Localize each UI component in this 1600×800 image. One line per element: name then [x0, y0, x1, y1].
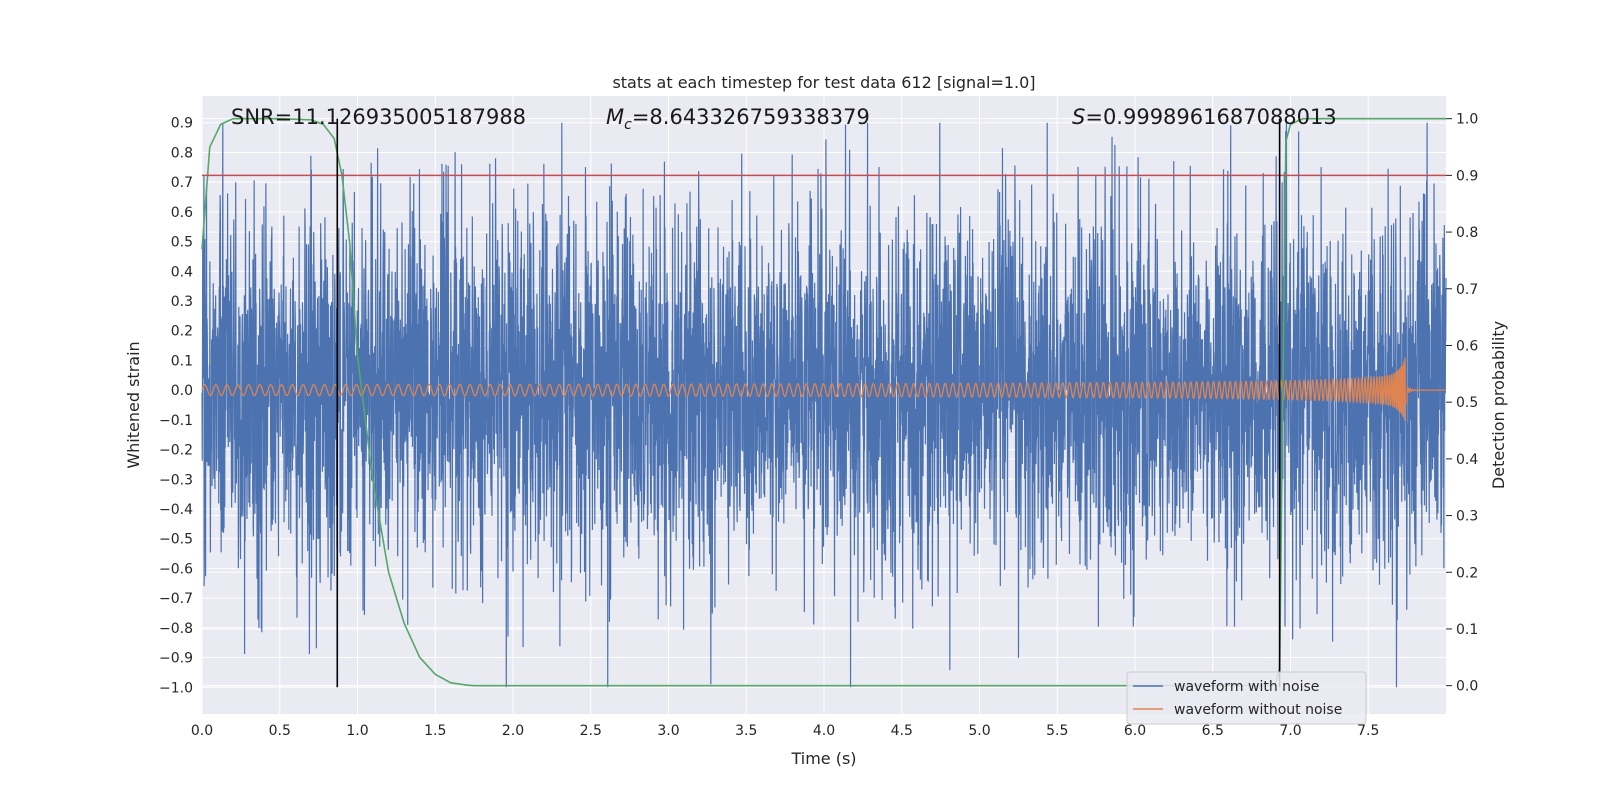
y-tick-label: −0.1: [159, 413, 193, 429]
y-tick-label: 0.5: [171, 235, 193, 251]
y-right-tick-label: 0.0: [1456, 679, 1478, 695]
x-tick-label: 7.0: [1279, 723, 1301, 739]
chirp-mass-subscript: c: [624, 117, 632, 133]
score-value: =0.9998961687088013: [1085, 105, 1336, 129]
y-right-tick-label: 0.4: [1456, 452, 1478, 468]
y-tick-label: −0.2: [159, 443, 193, 459]
y-right-tick-label: 0.2: [1456, 565, 1478, 581]
y-axis-label: Whitened strain: [124, 341, 143, 468]
y-tick-label: −0.3: [159, 472, 193, 488]
y-tick-label: 0.9: [171, 116, 193, 132]
y-axis-right-label: Detection probability: [1489, 321, 1508, 489]
y-tick-label: 0.6: [171, 205, 193, 221]
y-tick-label: −0.8: [159, 621, 193, 637]
score-annotation: S=0.9998961687088013: [1072, 105, 1337, 129]
y-tick-label: 0.3: [171, 294, 193, 310]
x-tick-label: 7.5: [1357, 723, 1379, 739]
tick-labels: 0.0 0.5 1.0 1.5 2.0 2.5 3.0 3.5 4.0 4.5 5.0 5.5 6.0 6…: [159, 112, 1478, 739]
x-tick-label: 5.5: [1046, 723, 1068, 739]
x-tick-label: 0.0: [191, 723, 213, 739]
y-right-tick-label: 0.5: [1456, 395, 1478, 411]
chirp-mass-symbol: M: [606, 105, 624, 129]
y-tick-label: −1.0: [159, 680, 193, 696]
x-tick-label: 1.0: [346, 723, 368, 739]
noise-waveform-line: [201, 122, 1447, 688]
detection-probability-line: [201, 117, 1446, 687]
x-tick-label: 6.5: [1202, 723, 1224, 739]
x-tick-label: 2.0: [502, 723, 524, 739]
snr-annotation: SNR=11.126935005187988: [231, 105, 526, 129]
y-tick-label: 0.4: [171, 264, 193, 280]
legend-box: [1126, 671, 1367, 725]
x-axis-label: Time (s): [790, 749, 856, 768]
y-tick-label: 0.8: [171, 145, 193, 161]
chirp-mass-annotation: Mc=8.643326759338379: [606, 105, 870, 133]
y-tick-label: −0.5: [159, 532, 193, 548]
x-tick-label: 1.5: [424, 723, 446, 739]
x-tick-label: 2.5: [580, 723, 602, 739]
y-tick-label: 0.2: [171, 324, 193, 340]
x-tick-label: 3.0: [657, 723, 679, 739]
overlay-lines: [202, 118, 1446, 688]
y-tick-label: −0.7: [159, 591, 193, 607]
y-right-tick-label: 0.3: [1456, 509, 1478, 525]
score-symbol: S: [1072, 105, 1085, 129]
legend-label-noise: waveform with noise: [1174, 679, 1319, 695]
probability-series: [201, 117, 1446, 687]
x-tick-label: 0.5: [269, 723, 291, 739]
y-right-tick-label: 0.6: [1456, 338, 1478, 354]
legend-label-clean: waveform without noise: [1174, 702, 1342, 718]
y-right-tick-label: 0.9: [1456, 168, 1478, 184]
y-tick-label: 0.1: [171, 353, 193, 369]
y-right-tick-label: 0.8: [1456, 225, 1478, 241]
x-tick-label: 5.0: [968, 723, 990, 739]
legend: waveform with noise waveform without noi…: [1126, 671, 1367, 725]
y-right-tick-label: 1.0: [1456, 112, 1478, 128]
y-tick-label: 0.7: [171, 175, 193, 191]
x-tick-label: 4.5: [891, 723, 913, 739]
x-tick-label: 3.5: [735, 723, 757, 739]
y-right-tick-label: 0.7: [1456, 282, 1478, 298]
y-tick-label: −0.9: [159, 651, 193, 667]
chirp-mass-value: =8.643326759338379: [632, 105, 870, 129]
y-tick-label: −0.4: [159, 502, 193, 518]
x-tick-label: 4.0: [813, 723, 835, 739]
noise-series: [201, 122, 1447, 688]
x-tick-label: 6.0: [1124, 723, 1146, 739]
clean-waveform-line: [201, 357, 1446, 421]
y-tick-label: −0.6: [159, 561, 193, 577]
clean-series: [201, 357, 1446, 421]
y-right-tick-label: 0.1: [1456, 622, 1478, 638]
y-tick-label: 0.0: [171, 383, 193, 399]
chart-title: stats at each timestep for test data 612…: [612, 73, 1035, 92]
